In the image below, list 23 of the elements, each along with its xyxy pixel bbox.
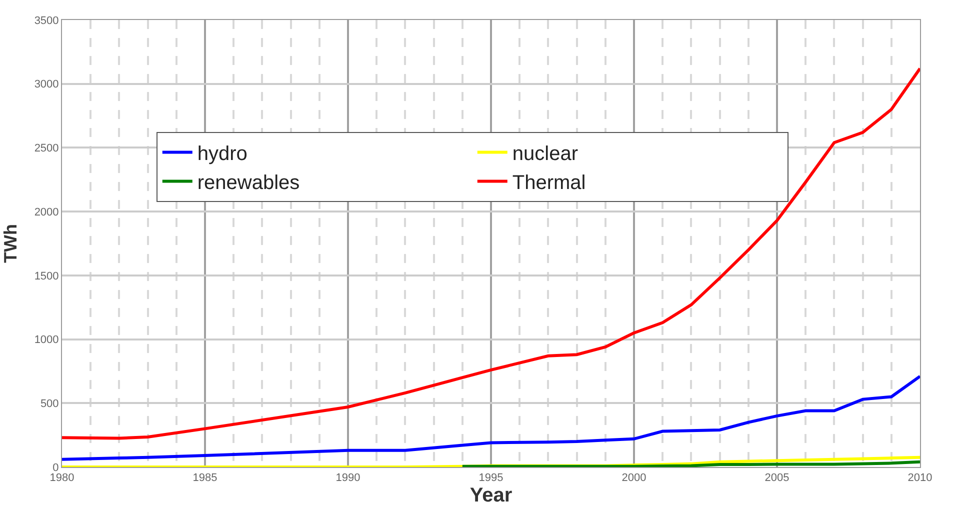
y-tick-label: 0	[52, 462, 59, 474]
y-tick-label: 1000	[34, 334, 59, 346]
x-tick-label: 1995	[478, 472, 504, 484]
x-tick-label: 1980	[50, 472, 74, 484]
legend-label: renewables	[197, 172, 300, 194]
x-tick-label: 2005	[764, 472, 790, 484]
y-tick-label: 2500	[34, 142, 59, 155]
line-series	[62, 374, 920, 461]
y-tick-label: 1500	[34, 270, 59, 282]
x-tick-label: 2000	[622, 472, 646, 484]
line-series	[62, 67, 920, 440]
x-tick-label: 1990	[336, 472, 360, 484]
y-tick-label: 3000	[34, 78, 59, 91]
legend-label: nuclear	[512, 143, 578, 166]
y-tick-label: 500	[40, 398, 59, 410]
legend-label: hydro	[197, 143, 248, 166]
legend-label: Thermal	[512, 172, 586, 194]
x-tick-label: 1985	[192, 472, 218, 484]
x-tick-label: 2010	[908, 472, 932, 484]
x-axis-title: Year	[470, 484, 512, 507]
y-axis-title: TWh	[0, 224, 21, 263]
y-tick-label: 3500	[34, 14, 59, 27]
y-tick-label: 2000	[34, 206, 59, 218]
